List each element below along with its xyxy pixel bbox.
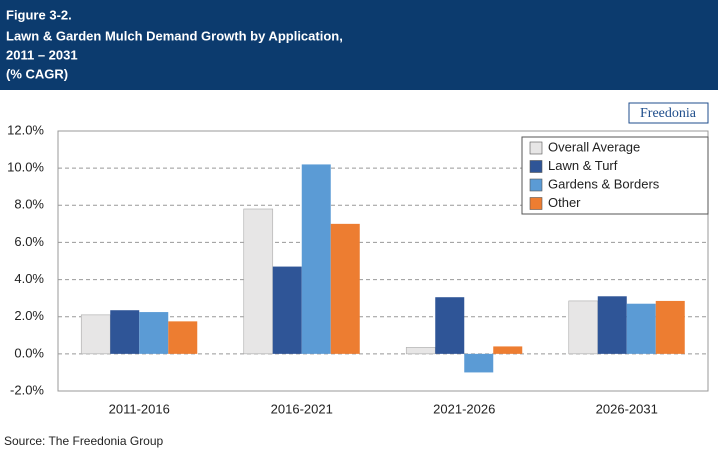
x-tick-label: 2026-2031: [596, 401, 658, 416]
bar: [80, 314, 111, 355]
bar: [139, 312, 169, 354]
bar: [626, 303, 656, 354]
logo: Freedonia: [640, 106, 697, 121]
logo-box: [628, 102, 709, 124]
bar: [435, 297, 465, 354]
y-tick-label: 10.0%: [7, 160, 44, 175]
legend-box: [521, 136, 709, 215]
bar: [301, 164, 331, 354]
x-tick-label: 2021-2026: [433, 401, 495, 416]
y-tick-label: 6.0%: [14, 234, 44, 249]
bar: [405, 347, 436, 355]
legend-label: Gardens & Borders: [548, 176, 660, 191]
legend-label: Other: [548, 195, 581, 210]
chart-title: (% CAGR): [6, 66, 68, 81]
bar: [110, 310, 140, 354]
chart-title: 2011 – 2031: [6, 47, 78, 62]
bar: [168, 321, 198, 354]
bar: [243, 208, 274, 355]
legend-swatch: [529, 141, 543, 155]
y-tick-label: 8.0%: [14, 197, 44, 212]
legend-label: Overall Average: [548, 139, 640, 154]
y-tick-label: 12.0%: [7, 122, 44, 137]
y-tick-label: 2.0%: [14, 308, 44, 323]
x-tick-label: 2016-2021: [271, 401, 333, 416]
bar: [493, 346, 523, 354]
bar: [568, 300, 599, 355]
y-tick-label: 0.0%: [14, 345, 44, 360]
y-tick-label: 4.0%: [14, 271, 44, 286]
chart-title: Lawn & Garden Mulch Demand Growth by App…: [6, 28, 343, 43]
bar: [597, 296, 627, 354]
legend-swatch: [529, 160, 543, 173]
legend-swatch: [529, 197, 543, 210]
bar: [464, 353, 494, 373]
figure-label: Figure 3-2.: [6, 7, 72, 22]
bar: [272, 266, 302, 354]
bar: [655, 300, 685, 354]
source-note: Source: The Freedonia Group: [4, 434, 164, 448]
y-tick-label: -2.0%: [10, 382, 44, 397]
header-banner: [0, 0, 718, 90]
bar: [330, 223, 360, 354]
legend-label: Lawn & Turf: [548, 158, 618, 173]
x-tick-label: 2011-2016: [109, 401, 170, 416]
legend-swatch: [529, 178, 543, 192]
